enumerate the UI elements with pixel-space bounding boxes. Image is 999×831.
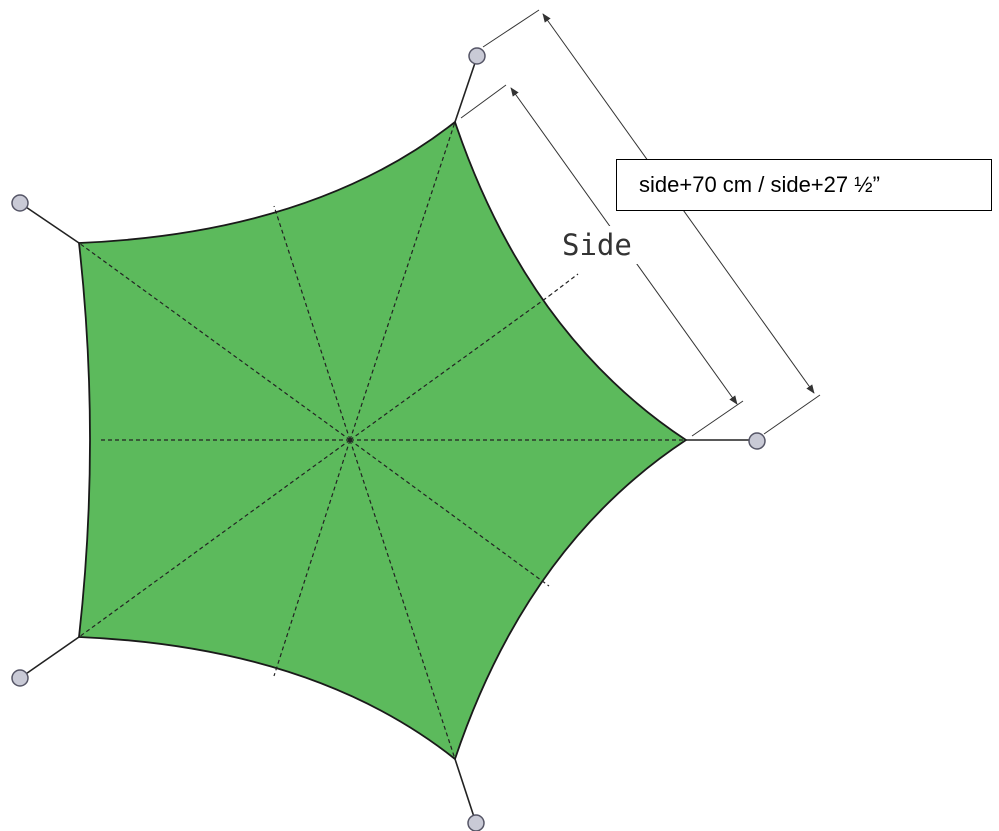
seam-line	[349, 439, 550, 587]
shade-sail	[77, 120, 688, 761]
anchor-ring	[468, 47, 486, 65]
anchor-ring	[467, 814, 485, 831]
extension-line	[691, 400, 744, 437]
cable-left	[19, 202, 80, 244]
seam-line	[273, 439, 351, 677]
anchor-ring	[748, 432, 766, 450]
anchor-rings	[11, 47, 766, 831]
seam-extension	[548, 273, 579, 297]
side-label: Side	[562, 228, 632, 262]
extension-line	[460, 84, 507, 119]
cable-bottom	[454, 758, 477, 824]
center-point	[348, 438, 352, 442]
extension-line	[482, 9, 540, 48]
cable-lower-left	[19, 636, 80, 679]
extension-line	[763, 394, 821, 435]
cable-top	[454, 56, 478, 123]
anchor-ring	[11, 194, 29, 212]
dimension-callout: side+70 cm / side+27 ½”	[616, 159, 992, 211]
anchor-ring	[11, 669, 29, 687]
tension-cables	[19, 56, 754, 824]
seam-line	[273, 205, 351, 441]
